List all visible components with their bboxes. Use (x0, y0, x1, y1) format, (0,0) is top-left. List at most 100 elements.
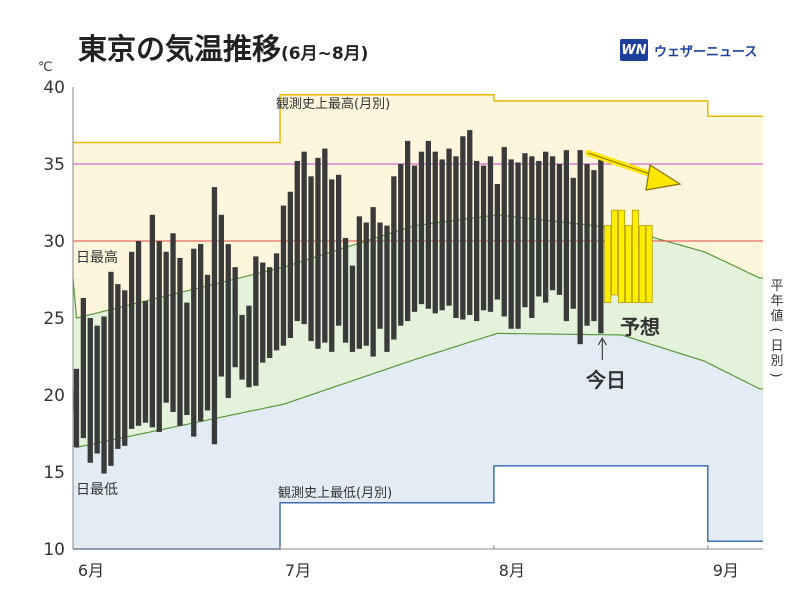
brand-mark-icon: WN (620, 39, 648, 61)
observed-bar (370, 207, 376, 357)
brand-name: ウェザーニュース (654, 44, 758, 60)
observed-bar (273, 253, 280, 351)
forecast-bar (611, 209, 619, 296)
observed-bar (204, 274, 211, 411)
y-unit-label: ℃ (38, 60, 53, 75)
forecast-bar (631, 209, 639, 303)
label-normal-char: 値 (770, 308, 783, 324)
observed-bar (384, 225, 390, 352)
observed-bar (342, 237, 349, 343)
observed-bar (198, 244, 204, 422)
observed-bar (308, 176, 314, 342)
observed-bar (246, 305, 252, 388)
y-tick-label: 30 (43, 232, 65, 252)
label-normal-char: 日 (770, 339, 783, 354)
forecast-bar (625, 225, 632, 304)
observed-bar (405, 140, 411, 322)
y-tick-label: 15 (43, 463, 65, 483)
observed-bar (329, 179, 335, 352)
observed-bar (129, 251, 135, 429)
forecast-bar (604, 225, 612, 304)
observed-bar (598, 159, 604, 334)
observed-bar (232, 267, 238, 368)
observed-bar (536, 160, 542, 297)
observed-bar (253, 256, 259, 386)
normal-low-line (72, 332, 763, 449)
observed-bar (508, 159, 514, 329)
observed-bar (425, 140, 431, 309)
observed-bar (398, 164, 404, 326)
observed-bar (418, 151, 425, 305)
observed-bar (570, 177, 576, 309)
observed-bar (135, 241, 142, 426)
trend-arrow-head (645, 164, 682, 191)
observed-bar (315, 157, 321, 349)
observed-bar (522, 153, 528, 308)
observed-bar (584, 164, 590, 326)
observed-bar (211, 187, 218, 445)
observed-bar (549, 156, 556, 291)
record-low-zone (73, 333, 763, 549)
label-normal-char: ) (768, 372, 783, 377)
label-daily-low: 日最低 (76, 482, 118, 498)
title-text: 東京の気温推移 (78, 32, 282, 66)
y-tick-label: 10 (43, 540, 65, 560)
observed-bar (267, 267, 273, 359)
observed-bar (225, 244, 231, 399)
observed-bar (301, 151, 307, 325)
observed-bar (280, 205, 287, 346)
observed-bar (322, 148, 328, 343)
forecast-bar (638, 225, 646, 304)
observed-bar (336, 174, 342, 326)
observed-bar (529, 156, 535, 318)
observed-bar (218, 214, 224, 377)
label-record-high: 観測史上最高(月別) (276, 96, 390, 112)
axes (72, 87, 763, 550)
label-daily-high: 日最高 (76, 249, 118, 266)
observed-bar (73, 368, 80, 448)
observed-bar (122, 290, 128, 446)
y-tick-label: 25 (43, 309, 65, 329)
forecast-bar (645, 225, 653, 304)
observed-bar (191, 248, 197, 437)
today-arrow-head (597, 336, 607, 346)
observed-bar (411, 165, 418, 312)
record-high-zone (73, 94, 763, 318)
y-tick-label: 40 (43, 78, 65, 98)
normal-zone (73, 214, 763, 448)
observed-bar (356, 216, 362, 349)
observed-bar (391, 176, 397, 340)
observed-bar (101, 316, 107, 474)
observed-bar (177, 257, 183, 426)
observed-bar (108, 271, 114, 466)
band-background (72, 93, 763, 550)
observed-bar (260, 262, 266, 363)
observed-bar (432, 151, 438, 314)
observed-bar (115, 284, 121, 449)
observed-bar (87, 318, 93, 463)
brand-logo: WN ウェザーニュース (620, 38, 757, 62)
observed-bar (563, 150, 569, 322)
label-normal-char: 年 (770, 294, 783, 309)
observed-bar (591, 170, 597, 322)
forecast-bar (618, 209, 625, 303)
observed-bar (94, 325, 100, 454)
observed-bar (453, 156, 459, 318)
record-low-line (73, 465, 763, 550)
observed-bar (349, 265, 356, 352)
label-forecast: 予想 (620, 315, 660, 339)
x-month-label: 9月 (713, 561, 739, 580)
observed-bar (163, 251, 169, 403)
observed-bar (515, 162, 521, 329)
label-normal-char: 別 (770, 354, 783, 369)
observed-bar (480, 165, 487, 311)
observed-bar (170, 233, 176, 412)
observed-bar (156, 241, 162, 432)
observed-bar (577, 150, 583, 345)
observed-bar (556, 164, 563, 295)
label-today: 今日 (586, 368, 626, 392)
observed-bar (184, 302, 190, 416)
observed-bars (73, 130, 604, 474)
